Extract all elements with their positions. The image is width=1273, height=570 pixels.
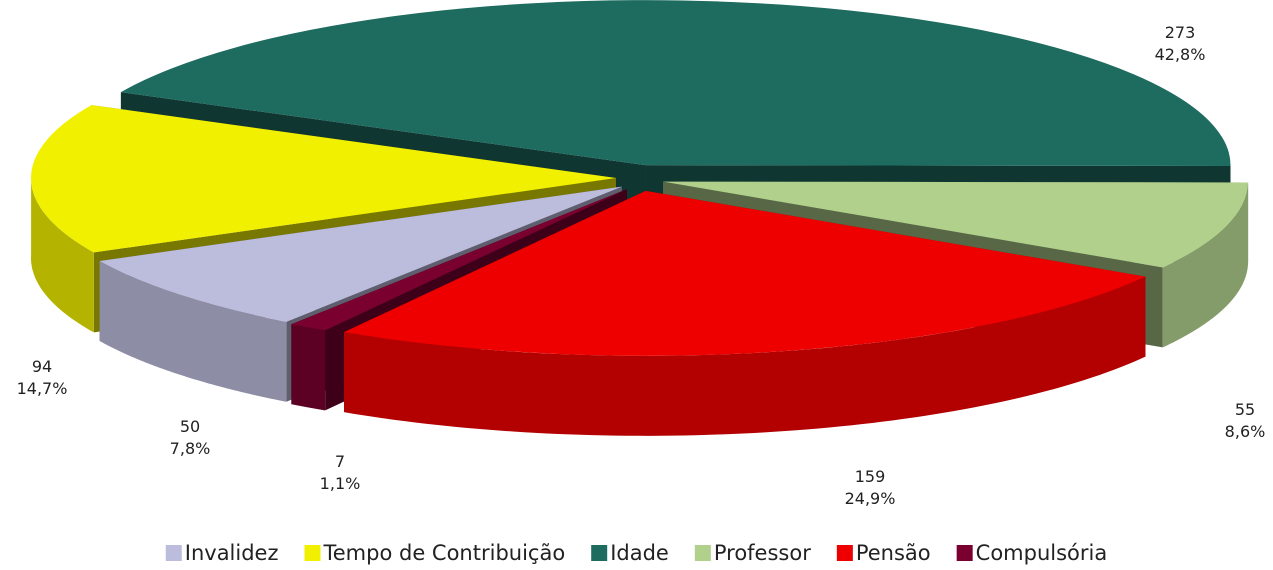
percent-label: 24,9% [845,489,896,508]
legend-label: Pensão [856,541,931,565]
legend-label: Idade [610,541,669,565]
legend-swatch [304,545,321,561]
slice-top [663,181,1249,268]
legend-swatch [694,545,711,561]
legend-swatch [956,545,973,561]
slice-top [343,190,1146,356]
legend-swatch [836,545,853,561]
data-label: 159 [855,467,886,486]
percent-label: 8,6% [1225,422,1266,441]
percent-label: 14,7% [17,379,68,398]
slice-top [99,186,622,322]
legend-swatch [165,545,182,561]
percent-label: 7,8% [170,439,211,458]
legend-label: Invalidez [185,541,279,565]
data-label: 7 [335,452,345,471]
slice-wall [343,276,1146,436]
data-label: 50 [180,417,200,436]
data-label: 94 [32,357,52,376]
data-label: 55 [1235,400,1255,419]
slice-top [31,105,617,253]
slice-top [291,189,627,331]
slice-wall [99,261,287,402]
legend-swatch [591,545,608,561]
slice-top [120,0,1231,167]
legend-label: Compulsória [976,541,1108,565]
percent-label: 42,8% [1155,45,1206,64]
legend: Invalidez Tempo de Contribuição Idade Profe… [165,541,1108,565]
slice-wall [1162,182,1249,348]
slice-wall [291,324,326,411]
slice [343,190,1146,436]
legend-label: Tempo de Contribuição [323,541,566,565]
legend-label: Professor [714,541,811,565]
percent-label: 1,1% [320,474,361,493]
data-label: 273 [1165,23,1196,42]
slice-wall [31,175,94,333]
